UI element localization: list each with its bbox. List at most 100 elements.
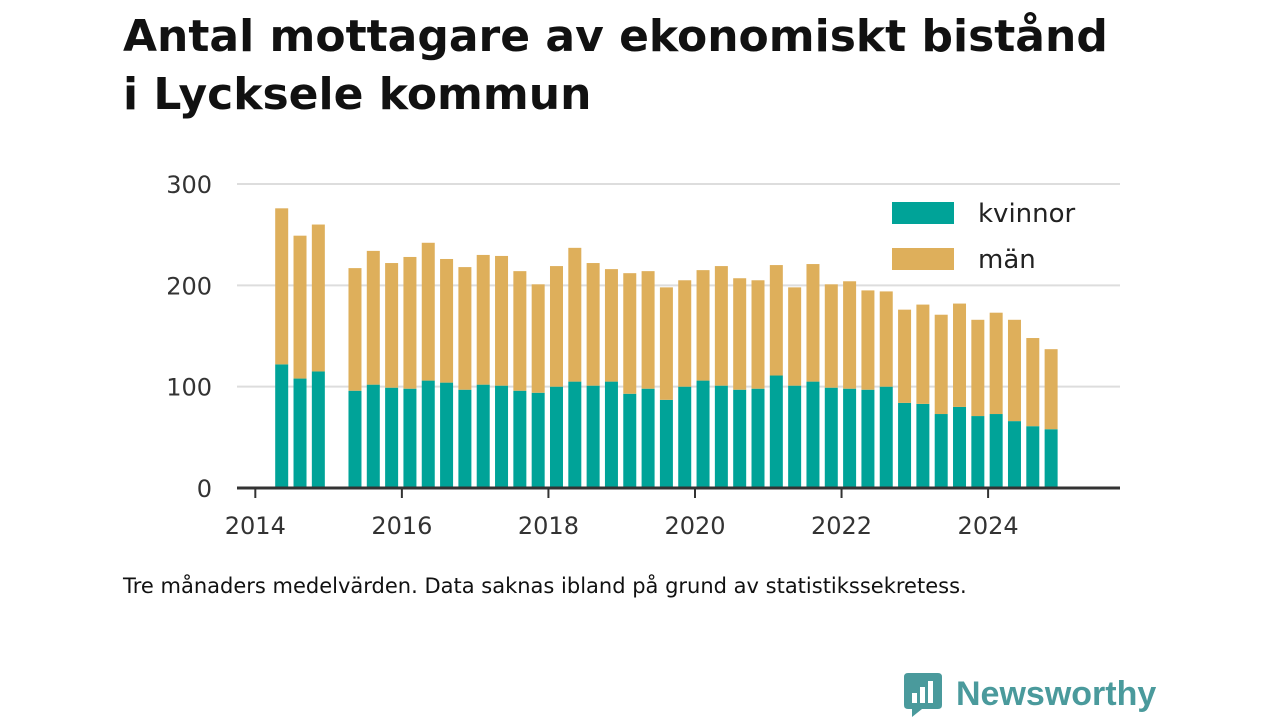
bar-man: [531, 284, 545, 393]
y-tick-label: 200: [166, 272, 212, 300]
bar-kvinnor: [971, 416, 985, 488]
bar-kvinnor: [476, 384, 490, 488]
bar-kvinnor: [421, 380, 435, 488]
chart-title-line-2: i Lycksele kommun: [123, 69, 592, 120]
bar-kvinnor: [806, 381, 820, 488]
bar-man: [971, 319, 985, 417]
bars: [275, 208, 1058, 488]
bar-man: [714, 266, 728, 386]
bar-kvinnor: [348, 390, 362, 488]
bar-man: [403, 256, 417, 389]
bar-man: [549, 266, 563, 387]
bar-man: [916, 304, 930, 404]
legend: kvinnor män: [892, 199, 1076, 275]
bar-kvinnor: [623, 393, 637, 488]
brand-name: Newsworthy: [956, 674, 1157, 713]
bar-man: [440, 258, 454, 383]
bar-kvinnor: [366, 384, 380, 488]
x-tick-label: 2020: [664, 512, 725, 540]
bar-kvinnor: [604, 381, 618, 488]
y-tick-label: 0: [197, 475, 212, 503]
bar-man: [769, 265, 783, 376]
bar-kvinnor: [1044, 429, 1058, 488]
bar-kvinnor: [953, 406, 967, 488]
bar-kvinnor: [1026, 426, 1040, 488]
bar-man: [879, 291, 893, 387]
bar-kvinnor: [898, 402, 912, 488]
bar-man: [934, 314, 948, 415]
bar-kvinnor: [311, 371, 325, 488]
bar-man: [678, 280, 692, 387]
bar-kvinnor: [549, 386, 563, 488]
bar-man: [275, 208, 289, 365]
bar-kvinnor: [934, 414, 948, 488]
bar-kvinnor: [531, 392, 545, 488]
brand-logo: Newsworthy: [902, 671, 1156, 717]
x-tick-label: 2024: [958, 512, 1019, 540]
chart-title: Antal mottagare av ekonomiskt bistånd i …: [123, 8, 1223, 124]
bar-kvinnor: [440, 382, 454, 488]
bar-man: [1007, 319, 1021, 422]
x-tick-label: 2014: [225, 512, 286, 540]
bar-man: [495, 255, 509, 386]
legend-swatch-man: [892, 248, 954, 270]
bar-kvinnor: [916, 403, 930, 488]
bar-man: [788, 287, 802, 386]
bar-man: [953, 303, 967, 407]
bar-man: [641, 271, 655, 389]
x-tick-label: 2022: [811, 512, 872, 540]
bar-man: [476, 254, 490, 385]
bar-man: [861, 290, 875, 390]
bar-kvinnor: [678, 386, 692, 488]
bar-kvinnor: [696, 380, 710, 488]
bar-kvinnor: [751, 388, 765, 488]
bar-man: [696, 270, 710, 381]
bar-man: [659, 287, 673, 400]
axes: 0 100 200 300 2014 2016 2018 2020 2022 2024: [166, 171, 1120, 540]
bar-kvinnor: [385, 387, 399, 488]
bar-man: [366, 250, 380, 385]
bar-man: [733, 278, 747, 390]
bar-man: [568, 247, 582, 382]
bar-kvinnor: [989, 414, 1003, 488]
bar-kvinnor: [568, 381, 582, 488]
bar-kvinnor: [458, 389, 472, 488]
bar-man: [806, 264, 820, 382]
bar-kvinnor: [659, 399, 673, 488]
y-tick-label: 300: [166, 171, 212, 199]
chart-footnote: Tre månaders medelvärden. Data saknas ib…: [123, 574, 967, 598]
bar-man: [421, 242, 435, 381]
bar-man: [989, 312, 1003, 415]
bar-kvinnor: [733, 389, 747, 488]
bar-man: [751, 280, 765, 389]
legend-label-kvinnor: kvinnor: [978, 199, 1076, 229]
x-tick-label: 2016: [371, 512, 432, 540]
bar-man: [586, 263, 600, 386]
bar-kvinnor: [586, 385, 600, 488]
bar-man: [311, 224, 325, 372]
bar-man: [824, 284, 838, 388]
bar-kvinnor: [861, 389, 875, 488]
bar-kvinnor: [714, 385, 728, 488]
bar-kvinnor: [641, 388, 655, 488]
bar-man: [513, 271, 527, 391]
bar-kvinnor: [403, 388, 417, 488]
y-tick-label: 100: [166, 374, 212, 402]
bar-kvinnor: [495, 385, 509, 488]
bar-kvinnor: [1007, 421, 1021, 488]
bar-kvinnor: [513, 390, 527, 488]
bar-man: [458, 267, 472, 390]
bar-kvinnor: [843, 388, 857, 488]
bar-man: [604, 269, 618, 382]
bar-man: [1044, 349, 1058, 430]
bar-kvinnor: [769, 375, 783, 488]
bar-kvinnor: [293, 378, 307, 488]
bar-man: [293, 235, 307, 379]
legend-label-man: män: [978, 245, 1036, 275]
bar-man: [898, 309, 912, 403]
legend-swatch-kvinnor: [892, 202, 954, 224]
newsworthy-logo-icon: [904, 673, 942, 717]
bar-man: [385, 263, 399, 388]
x-tick-label: 2018: [518, 512, 579, 540]
